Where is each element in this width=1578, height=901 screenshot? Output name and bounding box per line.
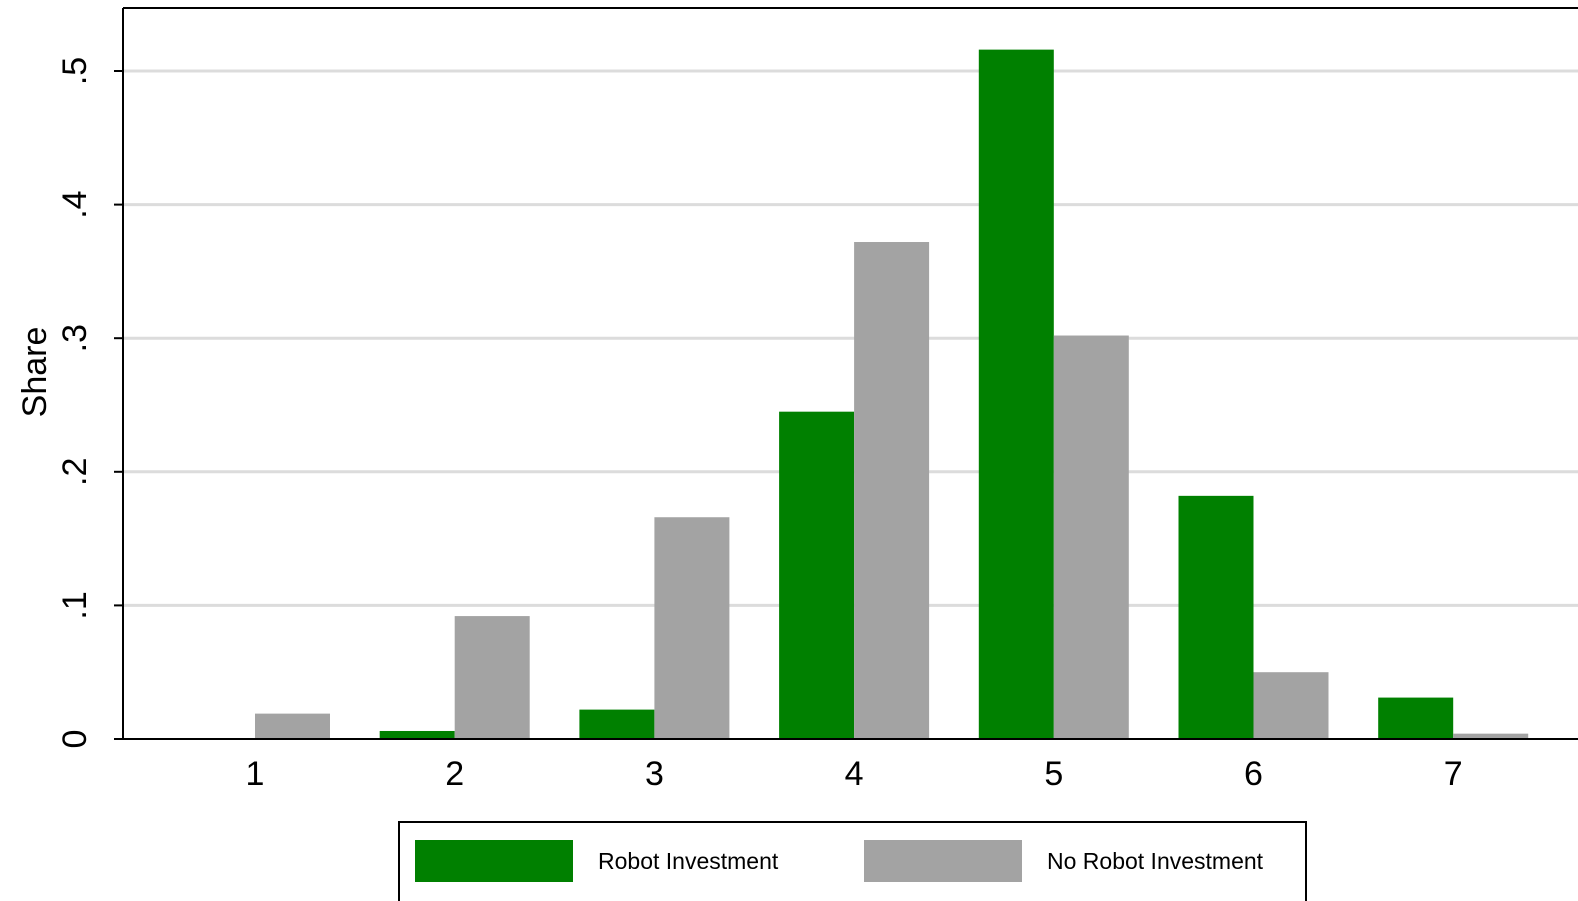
bar-no-robot-investment-3 [654, 517, 730, 739]
bar-chart: 0 .1 .2 .3 .4 .5 1 2 3 4 5 6 7 Share [16, 7, 1578, 793]
y-tick-label: .2 [56, 458, 94, 486]
legend-label-no-robot-investment: No Robot Investment [1047, 847, 1264, 874]
legend: Robot Investment No Robot Investment [398, 821, 1307, 901]
bar-no-robot-investment-1 [255, 713, 330, 739]
x-tick-label: 2 [445, 755, 464, 793]
bar-robot-investment-6 [1178, 495, 1254, 739]
bar-robot-investment-2 [379, 730, 455, 739]
y-tick-label: .5 [56, 57, 94, 85]
bar-robot-investment-4 [779, 411, 855, 739]
y-axis-label: Share [16, 327, 54, 418]
x-tick-label: 7 [1444, 755, 1463, 793]
bar-no-robot-investment-7 [1453, 733, 1529, 739]
bar-no-robot-investment-6 [1253, 672, 1329, 739]
bars [255, 49, 1529, 739]
y-tick-label: .4 [56, 190, 94, 218]
legend-label-robot-investment: Robot Investment [598, 847, 779, 874]
x-tick-label: 3 [645, 755, 664, 793]
legend-swatch-robot-investment [415, 840, 573, 882]
y-tick-label: .1 [56, 591, 94, 619]
legend-swatch-no-robot-investment [864, 840, 1022, 882]
bar-no-robot-investment-5 [1053, 335, 1129, 739]
gridlines [123, 69, 1578, 607]
legend-item-no-robot-investment: No Robot Investment [864, 839, 1263, 883]
bar-no-robot-investment-4 [854, 242, 930, 739]
x-ticks: 1 2 3 4 5 6 7 [246, 755, 1463, 793]
bar-robot-investment-7 [1378, 697, 1454, 739]
axes [122, 7, 1578, 740]
bar-robot-investment-5 [978, 49, 1054, 739]
bar-robot-investment-3 [579, 709, 655, 739]
x-tick-label: 5 [1044, 755, 1063, 793]
y-tick-label: .3 [56, 324, 94, 352]
y-ticks: 0 .1 .2 .3 .4 .5 [56, 57, 123, 749]
x-tick-label: 4 [845, 755, 864, 793]
y-tick-label: 0 [56, 730, 94, 749]
x-tick-label: 6 [1244, 755, 1263, 793]
bar-no-robot-investment-2 [454, 616, 530, 739]
x-tick-label: 1 [246, 755, 265, 793]
legend-item-robot-investment: Robot Investment [415, 839, 778, 883]
